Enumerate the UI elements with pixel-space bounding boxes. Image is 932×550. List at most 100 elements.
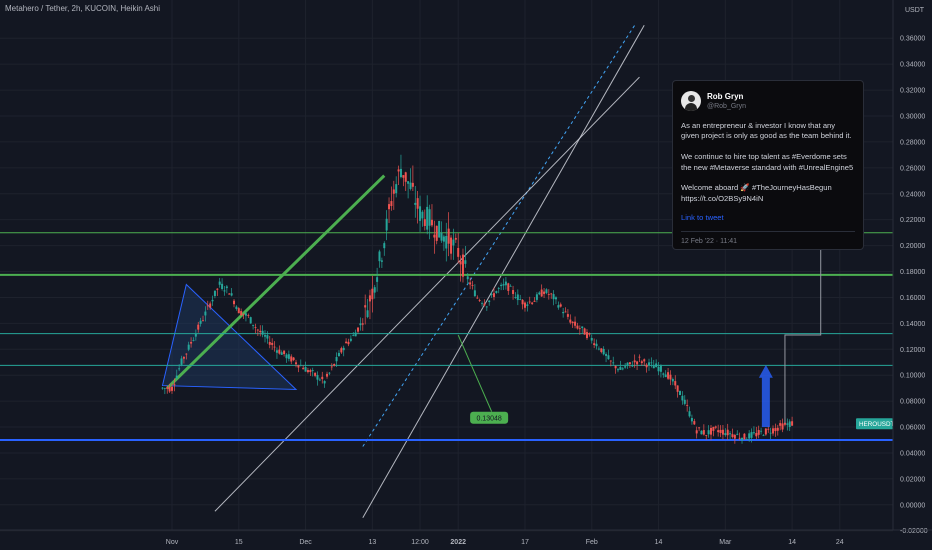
- candle-body: [416, 198, 419, 209]
- candle-body: [547, 294, 550, 295]
- tweet-card: Rob Gryn @Rob_Gryn As an entrepreneur & …: [672, 80, 864, 250]
- candle-body: [237, 308, 240, 314]
- candle-body: [616, 369, 619, 371]
- candle-body: [705, 435, 708, 436]
- candle-body: [466, 276, 469, 280]
- candle-body: [461, 254, 464, 277]
- candle-body: [671, 379, 674, 382]
- candle-body: [190, 341, 193, 344]
- candle-body: [752, 432, 755, 434]
- candle-body: [772, 428, 775, 434]
- candle-body: [452, 239, 455, 246]
- candle-body: [733, 434, 736, 439]
- drawing-layer[interactable]: [161, 25, 645, 519]
- candle-body: [316, 375, 319, 380]
- candle-body: [552, 294, 555, 300]
- candle-body: [168, 386, 171, 392]
- candle-body: [643, 359, 646, 362]
- candle-body: [411, 182, 414, 187]
- time-tick-label: Nov: [166, 539, 179, 546]
- candle-body: [287, 354, 290, 359]
- candle-body: [702, 430, 705, 435]
- candle-body: [430, 219, 433, 226]
- candle-body: [659, 365, 662, 372]
- candle-body: [397, 169, 400, 172]
- candle-body: [240, 311, 243, 316]
- candle-body: [268, 341, 271, 345]
- candle-body: [476, 297, 479, 299]
- candle-body: [595, 343, 598, 347]
- candle-body: [378, 251, 381, 262]
- candle-body: [485, 306, 488, 308]
- candle-body: [502, 284, 505, 286]
- candle-body: [259, 330, 262, 333]
- candle-body: [767, 428, 770, 430]
- currency-label: USDT: [905, 7, 925, 14]
- candle-body: [297, 365, 300, 368]
- candle-body: [185, 353, 188, 355]
- candle-body: [504, 281, 507, 286]
- candle-body: [213, 290, 216, 297]
- candle-body: [557, 305, 560, 308]
- candle-body: [764, 428, 767, 435]
- candle-body: [180, 358, 183, 365]
- price-tick-label: 0.26000: [900, 165, 925, 172]
- time-tick-label: 24: [836, 539, 844, 546]
- grid: [0, 0, 893, 532]
- range-label-box: [470, 411, 509, 424]
- candle-body: [256, 329, 259, 331]
- price-tick-label: 0.06000: [900, 425, 925, 432]
- candle-body: [669, 374, 672, 380]
- candle-body: [311, 370, 314, 371]
- candle-body: [581, 326, 584, 329]
- candle-body: [519, 299, 522, 300]
- candle-body: [197, 324, 200, 330]
- candle-body: [349, 338, 352, 341]
- triangle-pattern[interactable]: [161, 283, 298, 390]
- price-tick-label: 0.14000: [900, 321, 925, 328]
- candle-body: [247, 315, 250, 316]
- candle-body: [235, 306, 238, 309]
- candle-body: [199, 320, 202, 324]
- candle-body: [774, 428, 777, 432]
- candle-body: [724, 433, 727, 436]
- candle-body: [225, 286, 228, 289]
- price-tick-label: 0.10000: [900, 373, 925, 380]
- tweet-link[interactable]: Link to tweet: [681, 213, 724, 223]
- candle-body: [602, 348, 605, 355]
- candle-body: [664, 374, 667, 378]
- candle-body: [473, 290, 476, 297]
- channel-lower-line[interactable]: [214, 76, 640, 512]
- candle-body: [283, 350, 286, 355]
- trendline-green[interactable]: [166, 174, 386, 390]
- tweet-divider: [681, 230, 855, 232]
- price-tick-label: 0.30000: [900, 114, 925, 121]
- candle-body: [340, 348, 343, 353]
- candle-body: [566, 314, 569, 317]
- channel-upper-line[interactable]: [362, 25, 645, 519]
- price-tick-label: 0.12000: [900, 347, 925, 354]
- candle-body: [757, 430, 760, 435]
- candle-body: [399, 168, 402, 178]
- candle-body: [318, 379, 321, 381]
- candle-body: [216, 288, 219, 290]
- candle-body: [593, 343, 596, 346]
- candle-body: [392, 189, 395, 194]
- price-axis[interactable]: USDT 0.36000 0.34000 0.32000 0.30000 0.28000 0…: [892, 0, 932, 550]
- candle-body: [578, 328, 581, 330]
- candle-body: [624, 366, 627, 368]
- time-tick-label: 15: [235, 539, 243, 546]
- candle-body: [564, 311, 567, 313]
- price-tick-label: 0.00000: [900, 502, 925, 509]
- candle-body: [729, 433, 732, 435]
- candle-body: [323, 381, 326, 384]
- candle-body: [271, 342, 274, 345]
- candle-body: [717, 430, 720, 433]
- candle-body: [521, 299, 524, 305]
- candle-body: [612, 362, 615, 364]
- time-axis[interactable]: Nov 15 Dec 13 12:00 2022 17 Feb 14 Mar 14 24: [0, 529, 932, 546]
- avatar: [681, 91, 701, 111]
- candle-body: [760, 430, 763, 432]
- candle-body: [619, 366, 622, 370]
- candle-body: [464, 260, 467, 264]
